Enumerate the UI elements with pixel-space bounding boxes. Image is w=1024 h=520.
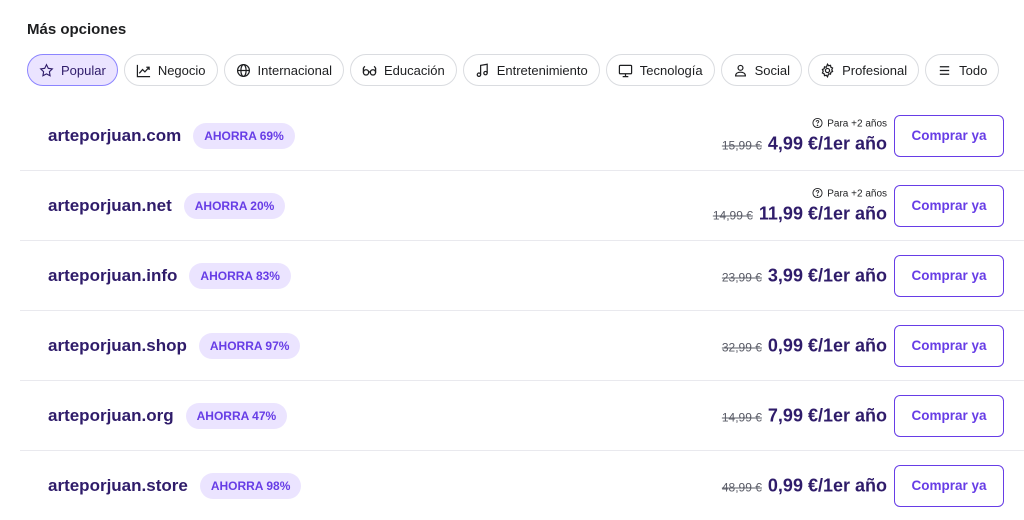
filter-chip-internacional[interactable]: Internacional xyxy=(223,54,344,86)
original-price: 14,99 € xyxy=(721,410,762,424)
domain-name: arteporjuan.info xyxy=(48,265,178,285)
discount-badge: AHORRA 47% xyxy=(185,402,288,429)
filter-chip-entretenimiento[interactable]: Entretenimiento xyxy=(462,54,600,86)
discount-badge: AHORRA 97% xyxy=(198,332,301,359)
buy-button[interactable]: Comprar ya xyxy=(894,184,1004,227)
domain-row: arteporjuan.org AHORRA 47% 14,99 € 7,99 … xyxy=(20,381,1024,451)
filter-label: Negocio xyxy=(157,62,206,78)
filter-label: Social xyxy=(754,62,791,78)
discount-badge: AHORRA 20% xyxy=(183,192,286,219)
filter-label: Todo xyxy=(959,62,988,78)
globe-icon xyxy=(236,63,251,78)
list-icon xyxy=(937,63,952,78)
original-price: 32,99 € xyxy=(721,340,762,354)
buy-button[interactable]: Comprar ya xyxy=(894,114,1004,157)
price-line: 32,99 € 0,99 €/1er año xyxy=(722,335,887,356)
buy-button[interactable]: Comprar ya xyxy=(894,464,1004,507)
domain-info: arteporjuan.com AHORRA 69% xyxy=(48,122,295,149)
category-filter-bar: Popular Negocio Internacional Educación … xyxy=(27,54,1000,86)
discount-badge: AHORRA 69% xyxy=(193,122,295,149)
price-block: Para +2 años 15,99 € 4,99 €/1er año xyxy=(722,117,887,154)
domain-info: arteporjuan.store AHORRA 98% xyxy=(48,472,302,499)
price-line: 14,99 € 7,99 €/1er año xyxy=(722,405,887,426)
filter-label: Popular xyxy=(61,62,106,78)
filter-chip-negocio[interactable]: Negocio xyxy=(123,54,218,86)
renewal-note: Para +2 años xyxy=(812,117,887,131)
help-circle-icon[interactable] xyxy=(812,187,823,201)
domain-name: arteporjuan.com xyxy=(48,125,182,145)
original-price: 48,99 € xyxy=(721,480,762,494)
price-line: 48,99 € 0,99 €/1er año xyxy=(722,475,887,496)
domain-row: arteporjuan.net AHORRA 20% Para +2 años … xyxy=(20,171,1024,241)
gear-icon xyxy=(820,62,835,78)
domain-info: arteporjuan.info AHORRA 83% xyxy=(48,262,291,289)
price-line: 15,99 € 4,99 €/1er año xyxy=(722,133,887,154)
help-circle-icon[interactable] xyxy=(812,117,823,131)
section-title: Más opciones xyxy=(27,21,127,38)
domain-row: arteporjuan.info AHORRA 83% 23,99 € 3,99… xyxy=(20,241,1024,311)
current-price: 11,99 €/1er año xyxy=(758,203,887,223)
domain-row: arteporjuan.store AHORRA 98% 48,99 € 0,9… xyxy=(20,451,1024,520)
filter-label: Internacional xyxy=(257,62,332,78)
price-block: 14,99 € 7,99 €/1er año xyxy=(722,405,887,426)
price-block: 32,99 € 0,99 €/1er año xyxy=(722,335,887,356)
current-price: 0,99 €/1er año xyxy=(767,335,887,355)
domain-info: arteporjuan.net AHORRA 20% xyxy=(48,192,286,219)
filter-label: Entretenimiento xyxy=(496,62,588,78)
star-icon xyxy=(39,62,54,78)
filter-chip-educacion[interactable]: Educación xyxy=(349,54,457,86)
domain-name: arteporjuan.store xyxy=(48,475,188,495)
filter-chip-popular[interactable]: Popular xyxy=(27,54,118,86)
domain-name: arteporjuan.shop xyxy=(48,335,187,355)
domain-row: arteporjuan.shop AHORRA 97% 32,99 € 0,99… xyxy=(20,311,1024,381)
domain-info: arteporjuan.org AHORRA 47% xyxy=(48,402,288,429)
domain-list: arteporjuan.com AHORRA 69% Para +2 años … xyxy=(20,101,1024,520)
discount-badge: AHORRA 98% xyxy=(199,472,302,499)
discount-badge: AHORRA 83% xyxy=(189,262,291,289)
buy-button[interactable]: Comprar ya xyxy=(894,324,1004,367)
buy-button[interactable]: Comprar ya xyxy=(894,254,1004,297)
filter-chip-profesional[interactable]: Profesional xyxy=(808,54,920,86)
domain-row: arteporjuan.com AHORRA 69% Para +2 años … xyxy=(20,101,1024,171)
renewal-note: Para +2 años xyxy=(812,187,887,201)
filter-chip-social[interactable]: Social xyxy=(720,54,803,86)
domain-name: arteporjuan.net xyxy=(48,195,172,215)
music-note-icon xyxy=(475,62,490,78)
chart-line-icon xyxy=(136,63,151,78)
filter-label: Tecnología xyxy=(639,62,703,78)
filter-label: Profesional xyxy=(842,62,908,78)
filter-chip-todo[interactable]: Todo xyxy=(925,54,1000,86)
price-block: 48,99 € 0,99 €/1er año xyxy=(722,475,887,496)
current-price: 3,99 €/1er año xyxy=(767,265,887,285)
person-icon xyxy=(733,63,748,78)
domain-info: arteporjuan.shop AHORRA 97% xyxy=(48,332,301,359)
current-price: 4,99 €/1er año xyxy=(767,133,887,153)
price-line: 23,99 € 3,99 €/1er año xyxy=(722,265,887,286)
filter-label: Educación xyxy=(383,62,445,78)
original-price: 15,99 € xyxy=(721,138,762,152)
price-block: 23,99 € 3,99 €/1er año xyxy=(722,265,887,286)
renewal-note-text: Para +2 años xyxy=(827,188,887,200)
buy-button[interactable]: Comprar ya xyxy=(894,394,1004,437)
original-price: 23,99 € xyxy=(721,270,762,284)
price-line: 14,99 € 11,99 €/1er año xyxy=(713,203,887,224)
original-price: 14,99 € xyxy=(712,208,753,222)
current-price: 0,99 €/1er año xyxy=(767,475,887,495)
price-block: Para +2 años 14,99 € 11,99 €/1er año xyxy=(713,187,887,224)
domain-name: arteporjuan.org xyxy=(48,405,174,425)
renewal-note-text: Para +2 años xyxy=(827,118,887,130)
monitor-icon xyxy=(618,63,633,78)
current-price: 7,99 €/1er año xyxy=(767,405,887,425)
glasses-icon xyxy=(362,63,377,78)
filter-chip-tecnologia[interactable]: Tecnología xyxy=(605,54,715,86)
